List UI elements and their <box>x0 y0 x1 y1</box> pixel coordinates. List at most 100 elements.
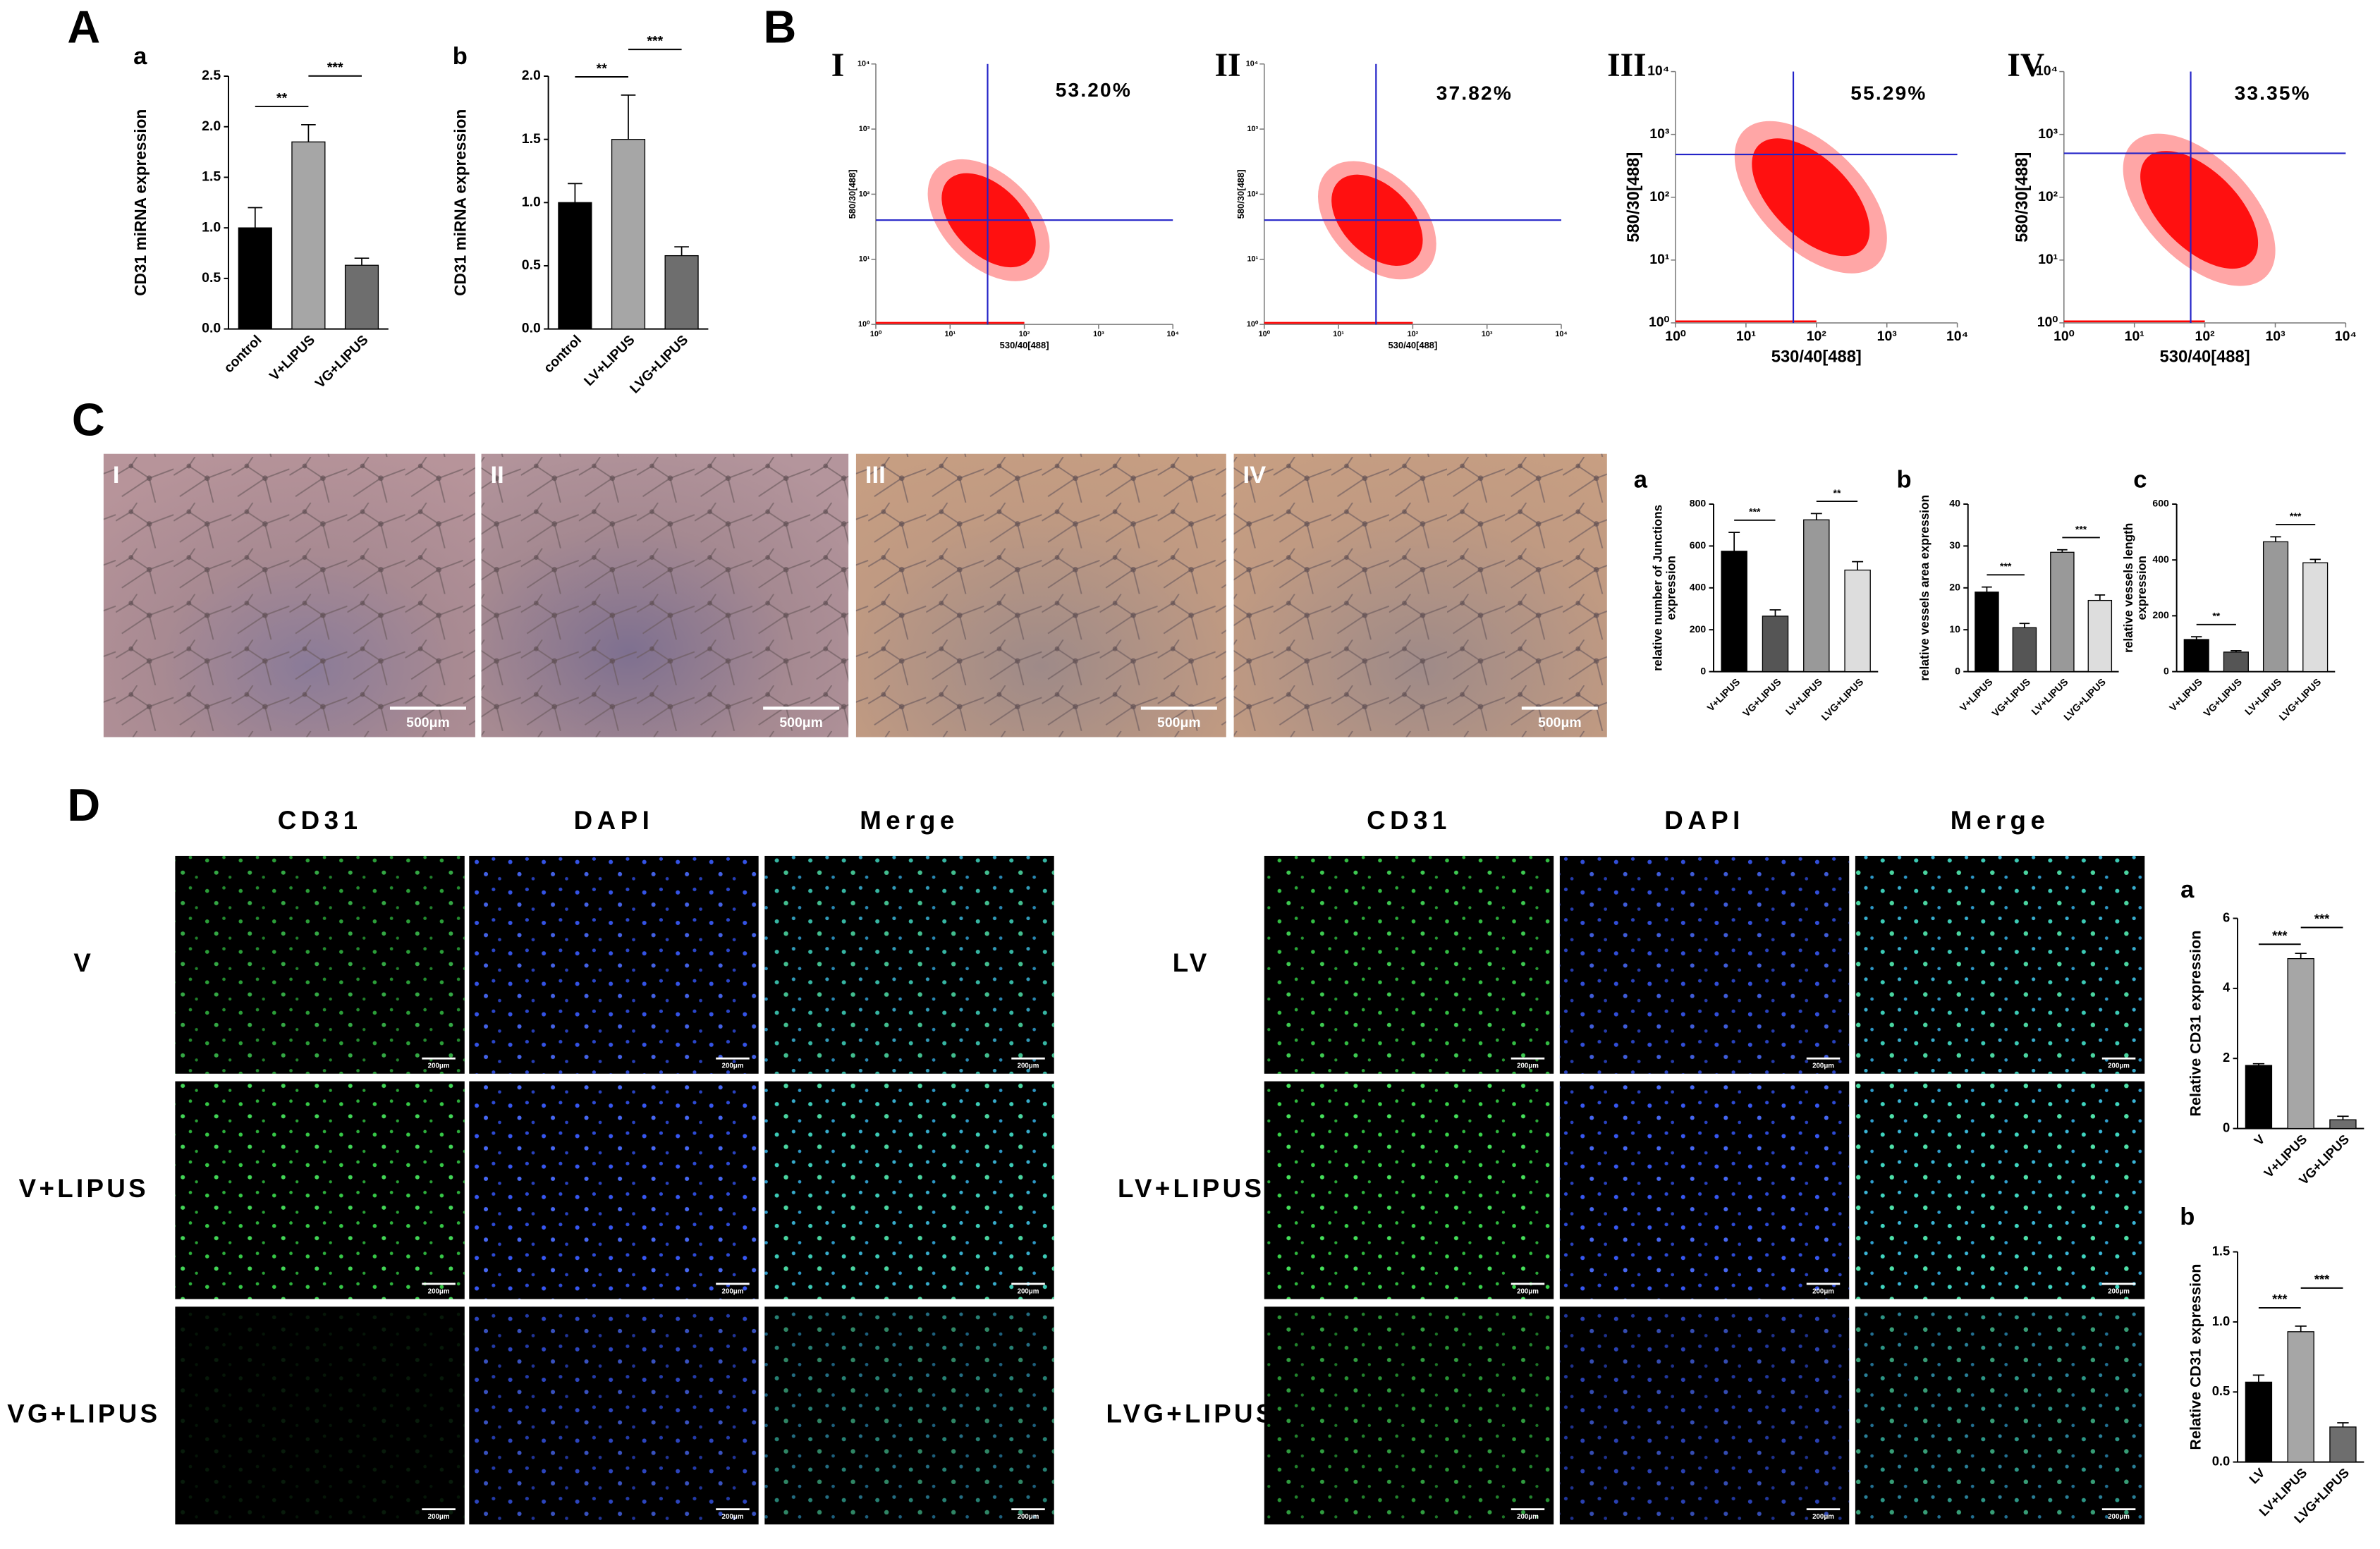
y-tick-label: 10⁴ <box>2036 63 2058 79</box>
y-tick-label: 0 <box>2223 1120 2230 1134</box>
fluorescence-signal <box>1559 855 1850 1074</box>
x-tick-label: 10⁴ <box>1555 330 1567 338</box>
error-bar <box>2019 623 2030 628</box>
image-label: I <box>113 462 120 489</box>
fluorescence-signal <box>469 855 759 1074</box>
x-tick-label: 10⁴ <box>1946 329 1968 344</box>
bar <box>2262 541 2289 673</box>
y-tick-label: 0 <box>1700 665 1706 676</box>
x-tick-label: 10² <box>1019 330 1030 338</box>
channel-header: DAPI <box>574 806 654 835</box>
y-tick-label: 10² <box>1247 190 1259 198</box>
x-tick-label: 10¹ <box>2125 329 2144 344</box>
error-bar <box>2295 953 2307 959</box>
chart-label: II <box>1214 47 1240 84</box>
y-tick-label: 10⁰ <box>858 320 870 329</box>
x-tick-label: 10⁰ <box>1665 329 1686 344</box>
y-axis-label: 580/30[488] <box>1235 170 1246 219</box>
bar <box>2302 562 2329 673</box>
y-tick-label: 200 <box>2152 609 2169 620</box>
y-tick-label: 2.0 <box>202 118 221 134</box>
x-tick-label: 10¹ <box>944 330 956 338</box>
significance-label: *** <box>2290 510 2302 522</box>
y-tick-label: 400 <box>1690 581 1707 592</box>
scale-bar-label: 200μm <box>1812 1287 1834 1295</box>
fluorescence-signal <box>175 1081 465 1299</box>
x-axis-label: 530/40[488] <box>2160 347 2250 366</box>
scale-bar-label: 200μm <box>1517 1287 1539 1295</box>
y-tick-label: 10¹ <box>859 255 870 264</box>
bar <box>2245 1065 2273 1129</box>
chart-label: a <box>2180 876 2195 903</box>
chart-label: I <box>831 47 845 84</box>
fluorescence-signal <box>1559 1081 1850 1299</box>
bar <box>2287 957 2314 1129</box>
chart-label: b <box>453 43 468 70</box>
y-tick-label: 10⁴ <box>1246 60 1258 68</box>
significance-label: *** <box>2314 912 2330 926</box>
error-bar <box>354 257 370 266</box>
fluorescence-signal <box>175 855 465 1074</box>
x-tick-label: 10³ <box>1093 330 1104 338</box>
y-tick-label: 600 <box>2152 498 2169 509</box>
y-tick-label: 0.0 <box>522 321 541 336</box>
fluorescence-signal <box>764 855 1054 1074</box>
y-tick-label: 0.5 <box>522 257 541 273</box>
error-bar <box>674 246 689 256</box>
y-tick-label: 10⁰ <box>2037 314 2058 330</box>
y-tick-label: 1.5 <box>2212 1243 2231 1258</box>
fluorescence-signal <box>1264 855 1554 1074</box>
y-tick-label: 600 <box>1690 539 1707 551</box>
fluorescence-signal <box>1264 1306 1554 1525</box>
group-label: LV+LIPUS <box>1118 1174 1264 1203</box>
chart-label: III <box>1607 47 1646 84</box>
percentage-label: 55.29% <box>1850 82 1927 104</box>
error-bar <box>2295 1325 2307 1332</box>
bar <box>291 141 326 330</box>
significance-label: ** <box>597 61 608 76</box>
y-tick-label: 2.0 <box>522 68 541 83</box>
bar <box>2329 1119 2357 1129</box>
scale-bar-label: 200μm <box>1018 1063 1039 1070</box>
y-tick-label: 10³ <box>1649 126 1670 142</box>
y-tick-label: 10⁴ <box>1647 63 1669 79</box>
significance-label: *** <box>2272 1292 2288 1306</box>
y-axis-label: relative vessels lengthexpression <box>2120 523 2148 653</box>
cell-cloud <box>2140 151 2259 269</box>
y-tick-label: 10³ <box>2038 126 2058 142</box>
y-axis-label: 580/30[488] <box>1624 152 1643 243</box>
bar <box>1762 616 1789 673</box>
significance-label: *** <box>2000 561 2012 572</box>
significance-label: *** <box>2272 928 2288 943</box>
channel-header: Merge <box>1951 806 2050 835</box>
x-tick-label: 10³ <box>1482 330 1493 338</box>
bar <box>664 255 699 330</box>
fluorescence-signal <box>1855 855 2145 1074</box>
fluorescence-signal <box>1264 1081 1554 1299</box>
y-tick-label: 10³ <box>1247 125 1259 133</box>
fluorescence-signal <box>764 1081 1054 1299</box>
scale-bar-label: 200μm <box>2108 1287 2130 1295</box>
y-tick-label: 0.5 <box>202 270 221 286</box>
y-tick-label: 10¹ <box>1649 252 1669 267</box>
scale-bar-label: 200μm <box>428 1513 450 1521</box>
scale-bar-label: 200μm <box>2108 1513 2130 1521</box>
group-label: LV <box>1173 948 1210 977</box>
error-bar <box>248 207 263 228</box>
chart-label: c <box>2133 467 2147 494</box>
y-tick-label: 0.5 <box>2212 1383 2231 1398</box>
x-tick-label: 10² <box>1807 329 1827 344</box>
x-tick-label: 10⁴ <box>2335 329 2357 344</box>
group-label: V <box>73 948 94 977</box>
bar <box>1803 519 1830 673</box>
panel-label: B <box>764 1 797 52</box>
y-tick-label: 0 <box>1955 665 1960 676</box>
tube-network <box>855 453 1226 737</box>
x-tick-label: 10⁴ <box>1167 330 1179 338</box>
y-tick-label: 1.0 <box>522 194 541 209</box>
scale-bar-label: 500μm <box>406 715 450 730</box>
chart-label: b <box>1896 467 1911 494</box>
error-bar <box>568 183 582 203</box>
fluorescence-signal <box>469 1081 759 1299</box>
y-axis-label: 580/30[488] <box>2013 152 2032 243</box>
